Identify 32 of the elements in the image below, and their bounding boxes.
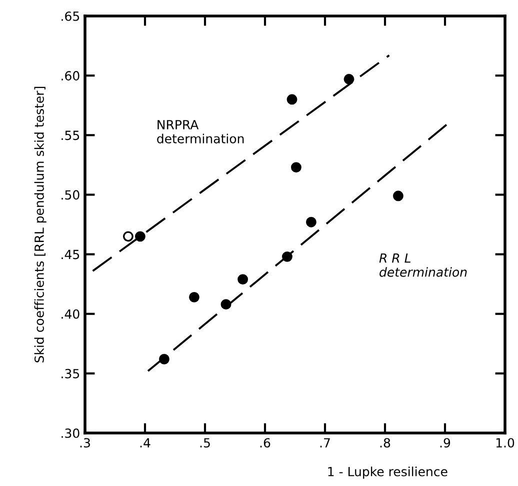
point — [188, 292, 200, 302]
point — [158, 354, 170, 364]
y-tick-label: .60 — [62, 71, 80, 80]
y-tick-label: .35 — [62, 368, 80, 378]
y-tick-label: .65 — [62, 11, 80, 21]
annotation: NRPRA determination — [157, 120, 244, 144]
y-axis-title: Skid coefficients [RRL pendulum skid tester] — [34, 86, 46, 362]
annotation: R R L determination — [379, 254, 467, 277]
x-tick-label: .5 — [200, 438, 210, 448]
point — [306, 216, 316, 228]
x-tick-label: .9 — [440, 438, 450, 448]
point — [286, 94, 298, 105]
y-tick-label: .50 — [62, 190, 80, 200]
y-tick-label: .30 — [62, 428, 80, 438]
y-tick-label: .55 — [62, 130, 80, 140]
point — [392, 190, 404, 202]
point — [122, 231, 134, 242]
x-tick-label: .3 — [80, 438, 90, 448]
point — [220, 299, 232, 310]
point — [238, 274, 248, 285]
point — [134, 231, 146, 242]
point — [344, 74, 354, 84]
x-tick-label: .7 — [320, 438, 330, 448]
y-tick-label: .45 — [62, 250, 80, 260]
x-tick-label: 1.0 — [496, 438, 514, 448]
x-tick-label: .8 — [380, 438, 390, 448]
x-tick-label: .6 — [260, 438, 270, 448]
point — [290, 162, 302, 173]
point — [282, 251, 292, 262]
x-tick-label: .4 — [140, 438, 150, 448]
x-axis-title: 1 - Lupke resilience — [328, 466, 448, 479]
y-tick-label: .40 — [62, 309, 80, 319]
